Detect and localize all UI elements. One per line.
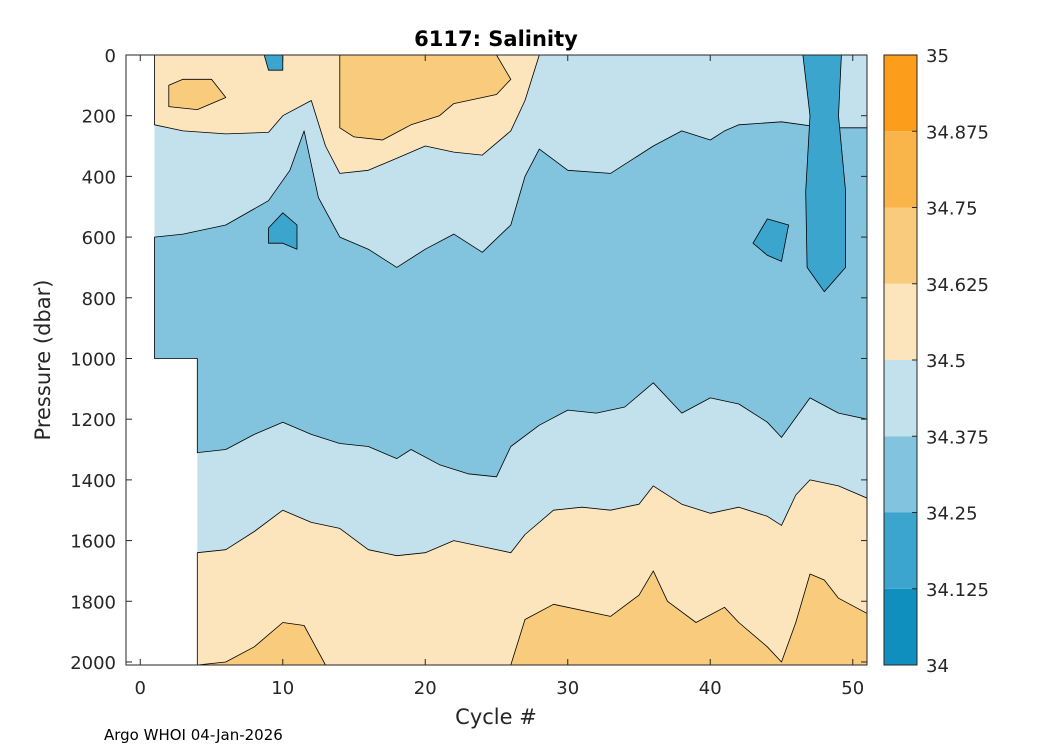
surface-salty-patch (339, 55, 512, 141)
colorbar-label: 34.625 (926, 275, 989, 296)
y-axis-label: Pressure (dbar) (31, 280, 55, 441)
y-tick-label: 600 (82, 228, 116, 249)
colorbar-label: 34.875 (926, 122, 989, 143)
x-tick-label: 30 (556, 678, 579, 699)
x-tick-label: 50 (841, 678, 864, 699)
mid-warm-layer (196, 479, 867, 665)
footer-credit: Argo WHOI 04-Jan-2026 (104, 726, 283, 744)
colorbar-swatch (884, 55, 917, 132)
colorbar-label: 35 (926, 46, 949, 67)
y-tick-label: 400 (82, 167, 116, 188)
y-tick-label: 2000 (70, 653, 116, 674)
colorbar-label: 34 (926, 656, 949, 677)
y-tick-label: 200 (82, 107, 116, 128)
x-tick-label: 40 (699, 678, 722, 699)
contour-regions (154, 55, 867, 665)
fresh-column-top-8 (263, 55, 284, 71)
y-tick-label: 800 (82, 289, 116, 310)
x-tick-label: 0 (135, 678, 146, 699)
y-tick-label: 1400 (70, 471, 116, 492)
colorbar-swatch (884, 283, 917, 360)
colorbar-swatch (884, 588, 917, 665)
fresh-blob-44 (752, 218, 789, 262)
x-tick-label: 20 (414, 678, 437, 699)
colorbar-label: 34.25 (926, 504, 978, 525)
colorbar-label: 34.75 (926, 199, 978, 220)
colorbar-swatch (884, 436, 917, 513)
x-tick-label: 10 (271, 678, 294, 699)
colorbar: 34 34.125 34.25 34.375 34.5 34.625 34.75 34.875… (883, 46, 989, 677)
colorbar-label: 34.125 (926, 580, 989, 601)
y-tick-label: 0 (105, 46, 116, 67)
colorbar-swatch (884, 207, 917, 284)
plot-frame (125, 54, 868, 666)
fresh-column-48 (802, 55, 846, 293)
y-tick-label: 1800 (70, 592, 116, 613)
chart-title: 6117: Salinity (414, 27, 578, 51)
deep-fresh-region (154, 121, 867, 478)
colorbar-swatch (884, 131, 917, 208)
bottom-salty-region (196, 570, 867, 665)
x-axis: 0 10 20 30 40 50 (135, 55, 864, 699)
colorbar-swatch (884, 360, 917, 437)
colorbar-label: 34.375 (926, 427, 989, 448)
x-axis-label: Cycle # (455, 705, 537, 729)
colorbar-label: 34.5 (926, 351, 966, 372)
colorbar-swatch (884, 512, 917, 589)
left-fresh-spike (268, 212, 298, 250)
y-tick-label: 1600 (70, 532, 116, 553)
left-salty-blob (168, 78, 227, 110)
y-tick-label: 1000 (70, 349, 116, 370)
y-axis: 0 200 400 600 800 1000 1200 1400 1600 1800 2000 (70, 46, 867, 674)
y-tick-label: 1200 (70, 410, 116, 431)
